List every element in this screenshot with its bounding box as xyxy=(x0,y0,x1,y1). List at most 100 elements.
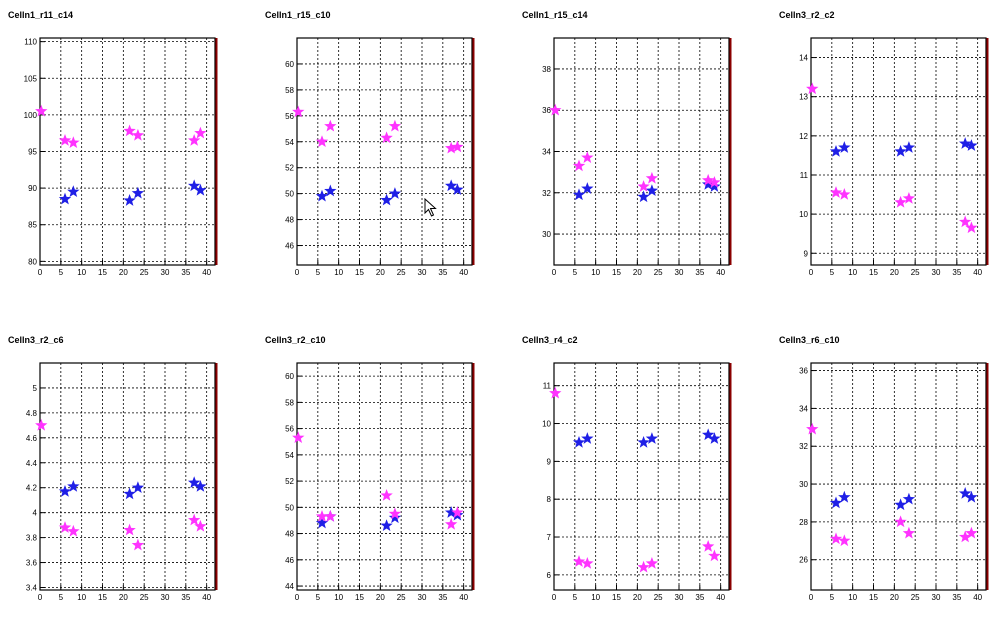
data-point-magenta xyxy=(637,560,650,573)
data-point-magenta xyxy=(581,557,594,569)
chart-panel-7: Celln3_r4_c2 0 5 10 15 20 25 30 35 40 6 7 8 9 10 11 xyxy=(514,325,764,625)
data-point-magenta xyxy=(292,431,305,444)
data-point-blue xyxy=(58,484,72,497)
y-tick-label: 10 xyxy=(799,210,808,219)
y-tick-label: 58 xyxy=(285,86,294,95)
y-tick-label: 58 xyxy=(285,398,294,407)
x-tick-label: 30 xyxy=(418,593,427,602)
data-point-blue xyxy=(902,492,916,505)
data-point-blue xyxy=(388,187,402,199)
x-tick-label: 30 xyxy=(418,268,427,277)
y-tick-label: 60 xyxy=(285,60,294,69)
data-point-blue xyxy=(380,193,393,206)
y-tick-label: 34 xyxy=(799,404,808,413)
chart-panel-2: Celln1_r15_c10 0 5 10 15 20 25 30 35 40 46 48 50 52 54… xyxy=(257,0,507,300)
y-tick-label: 90 xyxy=(28,184,37,193)
x-tick-label: 10 xyxy=(77,593,86,602)
data-point-blue xyxy=(131,186,145,199)
chart-title: Celln3_r2_c10 xyxy=(265,335,326,345)
x-tick-label: 40 xyxy=(202,268,211,277)
data-point-magenta xyxy=(380,131,393,144)
x-tick-label: 30 xyxy=(932,268,941,277)
y-tick-label: 14 xyxy=(799,54,808,63)
chart-title: Celln1_r15_c10 xyxy=(265,10,331,20)
data-point-blue xyxy=(123,194,136,206)
y-tick-label: 50 xyxy=(285,503,294,512)
data-point-magenta xyxy=(701,539,715,552)
y-tick-label: 3.8 xyxy=(26,534,38,543)
chart-panel-1: Celln1_r11_c14 0 5 10 15 20 25 30 35 40 80 85 90 95 10… xyxy=(0,0,250,300)
plot-frame xyxy=(296,362,473,591)
y-tick-label: 11 xyxy=(800,171,809,180)
y-tick-label: 44 xyxy=(285,582,294,591)
y-tick-label: 7 xyxy=(547,533,552,542)
data-point-magenta xyxy=(187,513,201,526)
x-tick-label: 35 xyxy=(695,268,704,277)
data-point-magenta xyxy=(123,124,136,137)
data-point-blue xyxy=(444,506,458,518)
data-point-magenta xyxy=(131,128,145,141)
data-point-magenta xyxy=(67,136,80,148)
x-tick-label: 10 xyxy=(334,593,343,602)
x-tick-label: 40 xyxy=(202,593,211,602)
y-tick-label: 11 xyxy=(543,382,552,391)
x-tick-label: 0 xyxy=(295,593,300,602)
x-tick-label: 40 xyxy=(716,593,725,602)
x-tick-label: 20 xyxy=(890,593,899,602)
data-point-magenta xyxy=(708,175,721,188)
y-tick-label: 110 xyxy=(24,38,37,47)
x-tick-label: 35 xyxy=(952,593,961,602)
chart-svg: Celln3_r2_c2 0 5 10 15 20 25 30 35 40 9 10 11 12 13 14 xyxy=(773,4,989,277)
data-point-blue xyxy=(701,178,715,190)
x-tick-label: 35 xyxy=(952,268,961,277)
data-point-magenta xyxy=(902,526,916,539)
chart-title-box xyxy=(259,4,339,24)
x-tick-label: 25 xyxy=(140,268,149,277)
data-point-magenta xyxy=(194,126,207,139)
data-point-magenta xyxy=(894,515,907,528)
chart-title-box xyxy=(773,4,853,24)
data-point-magenta xyxy=(315,135,329,148)
x-tick-label: 5 xyxy=(830,268,835,277)
x-tick-label: 15 xyxy=(612,593,621,602)
data-point-blue xyxy=(572,435,586,448)
x-tick-label: 5 xyxy=(316,268,321,277)
y-tick-label: 4.4 xyxy=(26,459,38,468)
data-point-blue xyxy=(829,145,843,157)
data-point-magenta xyxy=(701,173,715,186)
data-point-blue xyxy=(388,511,402,524)
x-tick-label: 0 xyxy=(552,268,557,277)
data-point-blue xyxy=(581,182,594,194)
data-point-blue xyxy=(67,185,80,198)
data-point-blue xyxy=(187,476,201,488)
data-point-magenta xyxy=(451,506,464,518)
y-tick-label: 9 xyxy=(804,249,809,258)
data-point-magenta xyxy=(806,82,819,95)
y-tick-label: 60 xyxy=(285,372,294,381)
x-tick-label: 5 xyxy=(830,593,835,602)
chart-panel-6: Celln3_r2_c10 0 5 10 15 20 25 30 35 40 44 46 48 50 52 5… xyxy=(257,325,507,625)
x-tick-label: 25 xyxy=(140,593,149,602)
y-tick-label: 52 xyxy=(285,477,294,486)
data-point-blue xyxy=(637,435,650,448)
chart-svg: Celln3_r4_c2 0 5 10 15 20 25 30 35 40 6 7 8 9 10 11 xyxy=(516,329,732,602)
x-tick-label: 40 xyxy=(973,593,982,602)
x-tick-label: 15 xyxy=(612,268,621,277)
x-tick-label: 15 xyxy=(355,593,364,602)
x-tick-label: 30 xyxy=(932,593,941,602)
data-point-blue xyxy=(572,188,586,201)
chart-title: Celln1_r11_c14 xyxy=(8,10,73,20)
y-tick-label: 4 xyxy=(33,509,38,518)
data-point-blue xyxy=(123,487,136,500)
data-point-magenta xyxy=(451,140,464,153)
y-tick-label: 52 xyxy=(285,164,294,173)
y-tick-label: 3.4 xyxy=(26,584,38,593)
data-point-magenta xyxy=(829,532,843,545)
y-tick-label: 80 xyxy=(28,257,37,266)
chart-svg: Celln1_r15_c10 0 5 10 15 20 25 30 35 40 46 48 50 52 54… xyxy=(259,4,475,277)
x-tick-label: 10 xyxy=(848,593,857,602)
chart-svg: Celln3_r6_c10 0 5 10 15 20 25 30 35 40 26 28 30 32 34 3… xyxy=(773,329,989,602)
chart-title-box xyxy=(516,329,596,349)
data-point-magenta xyxy=(58,134,72,146)
data-point-magenta xyxy=(58,521,72,533)
